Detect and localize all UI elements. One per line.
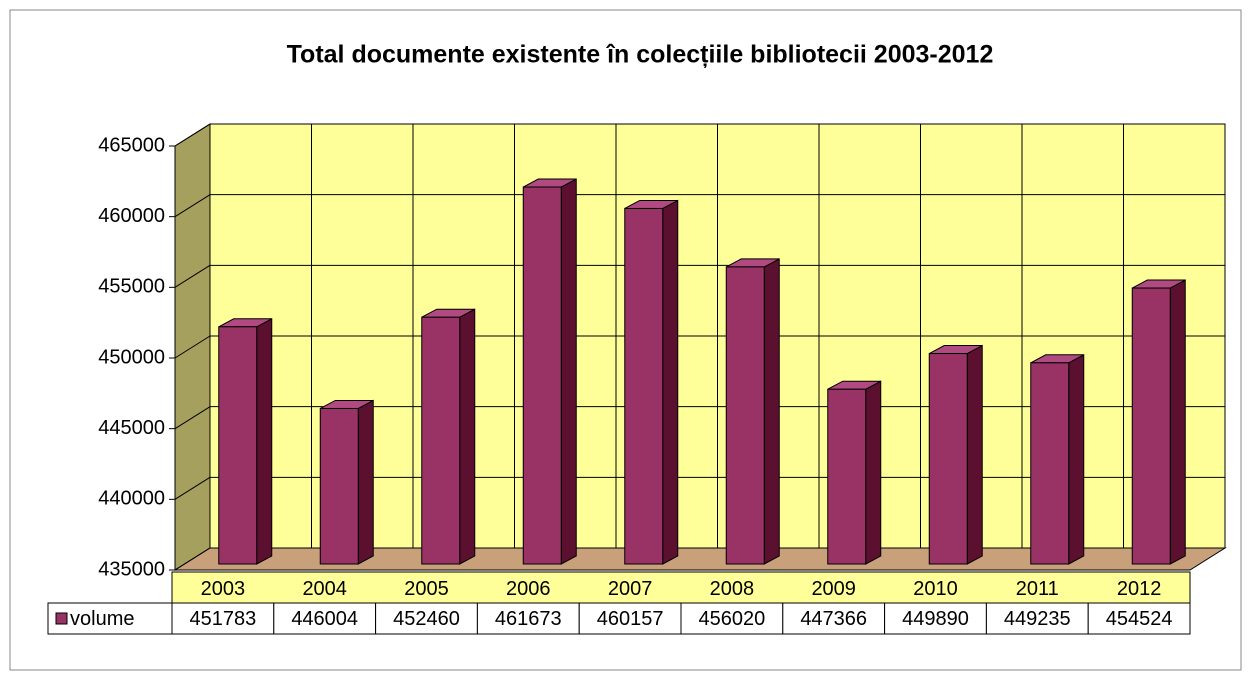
table-value: 451783 [190, 608, 257, 630]
bar-front [218, 326, 258, 565]
bar-side [1068, 353, 1085, 565]
table-cell [375, 602, 478, 635]
bar [827, 380, 882, 565]
y-tick-label: 460000 [98, 205, 165, 227]
bar-side [560, 178, 577, 565]
table-cell [1087, 602, 1191, 635]
y-tick-label: 450000 [98, 346, 165, 368]
bar [624, 199, 679, 565]
bar-front [522, 186, 562, 565]
grid-line [174, 476, 211, 500]
x-tick-label: 2009 [811, 578, 856, 600]
bar-side [256, 317, 273, 565]
x-tick-label: 2008 [710, 578, 755, 600]
table-value: 454524 [1106, 608, 1173, 630]
table-value: 452460 [393, 608, 460, 630]
table-value: 456020 [699, 608, 766, 630]
bar [421, 308, 476, 565]
bar-front [1131, 287, 1171, 565]
bar-front [319, 407, 359, 565]
table-legend-cell [47, 602, 173, 635]
table-cell [884, 602, 987, 635]
bar [1030, 353, 1085, 565]
chart-title: Total documente existente în colecțiile … [287, 41, 994, 69]
bar-side [1169, 279, 1186, 565]
table-cell [476, 602, 580, 635]
bar-side [357, 399, 374, 565]
y-tick-label: 465000 [98, 134, 165, 156]
bar [522, 178, 577, 565]
bar [725, 258, 780, 565]
bar [928, 344, 983, 565]
table-value: 449235 [1004, 608, 1071, 630]
legend-label: volume [70, 608, 134, 630]
x-tick-label: 2012 [1117, 578, 1162, 600]
bar-front [421, 316, 461, 565]
bar-front [827, 388, 867, 565]
grid-line [174, 194, 211, 218]
x-tick-label: 2010 [913, 578, 958, 600]
x-tick-label: 2004 [302, 578, 347, 600]
table-cell [273, 602, 377, 635]
bar-side [662, 199, 679, 565]
bar-front [928, 353, 968, 565]
x-tick-label: 2006 [506, 578, 551, 600]
table-value: 449890 [902, 608, 969, 630]
x-tick-label: 2007 [608, 578, 653, 600]
bar [218, 317, 273, 565]
table-value: 461673 [495, 608, 562, 630]
table-value: 447366 [800, 608, 867, 630]
grid-line [174, 547, 211, 571]
bar-side [763, 258, 780, 565]
y-tick-label: 445000 [98, 417, 165, 439]
table-cell [171, 602, 275, 635]
bar [319, 399, 374, 565]
x-tick-label: 2011 [1016, 578, 1059, 600]
grid-line [174, 264, 211, 288]
bar-front [1030, 362, 1070, 565]
grid-line [174, 335, 211, 359]
bar-side [966, 344, 983, 565]
table-cell [578, 602, 682, 635]
bar-side [459, 308, 476, 565]
y-tick-label: 440000 [98, 488, 165, 510]
grid-line [174, 406, 211, 430]
y-tick-label: 435000 [98, 558, 165, 580]
grid-line [174, 123, 211, 147]
bar-front [624, 207, 664, 565]
table-cell [985, 602, 1089, 635]
x-tick-label: 2005 [404, 578, 449, 600]
table-value: 446004 [291, 608, 358, 630]
bar-side [865, 380, 882, 565]
y-tick-label: 455000 [98, 276, 165, 298]
bar-front [725, 266, 765, 565]
legend-marker [55, 612, 68, 625]
table-value: 460157 [597, 608, 664, 630]
bar [1131, 279, 1186, 565]
table-category-row [171, 571, 1191, 604]
x-tick-label: 2003 [201, 578, 246, 600]
